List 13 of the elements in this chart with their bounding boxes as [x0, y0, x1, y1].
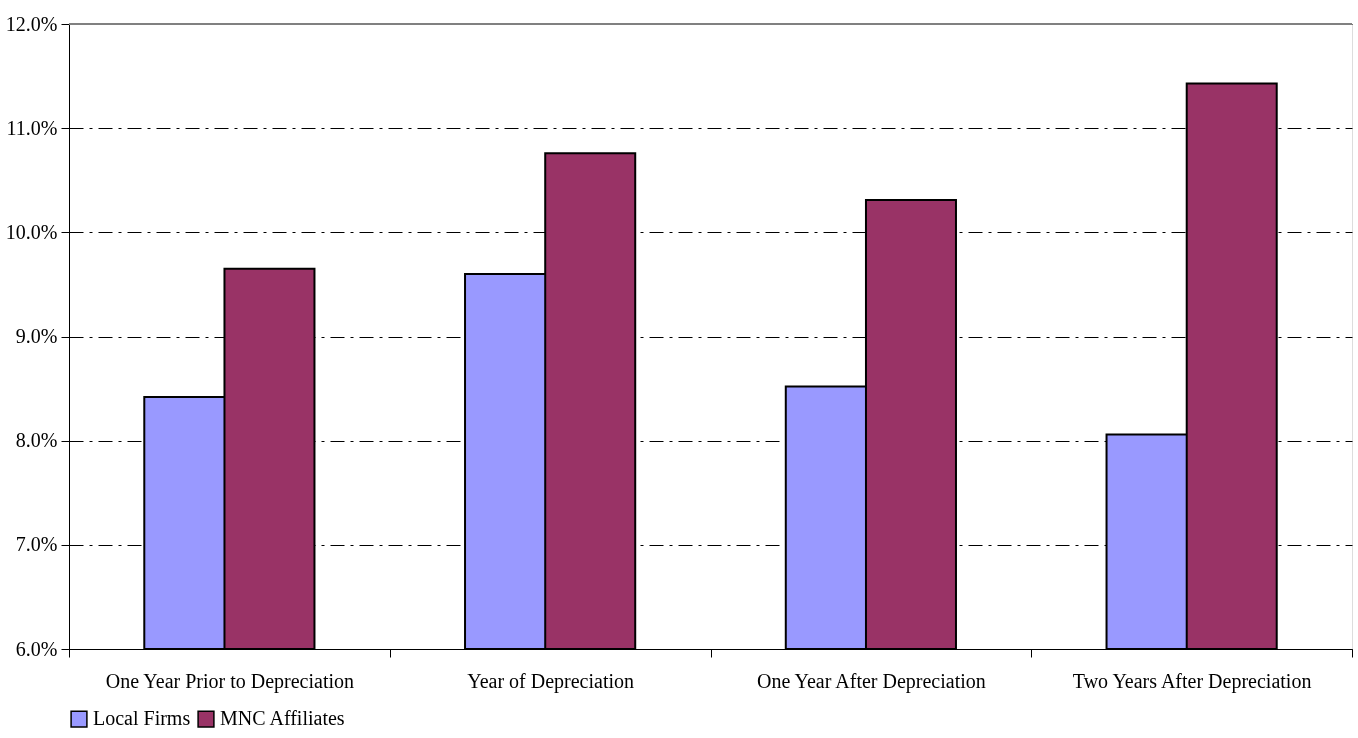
y-tick-label: 11.0% — [6, 116, 58, 139]
y-tick-label: 12.0% — [5, 12, 58, 35]
x-tick-label: One Year After Depreciation — [756, 669, 986, 693]
legend-label: MNC Affiliates — [220, 707, 345, 730]
y-tick-label: 8.0% — [15, 429, 58, 452]
legend-label: Local Firms — [93, 707, 191, 730]
y-tick-label: 9.0% — [15, 325, 58, 347]
y-tick-label: 10.0% — [5, 220, 58, 243]
x-tick-label: Two Years After Depreciation — [1072, 669, 1312, 693]
x-tick-label: Year of Depreciation — [467, 669, 635, 693]
y-tick-label: 6.0% — [15, 637, 58, 660]
y-tick-label: 7.0% — [15, 533, 58, 556]
x-tick-label: One Year Prior to Depreciation — [105, 669, 355, 693]
